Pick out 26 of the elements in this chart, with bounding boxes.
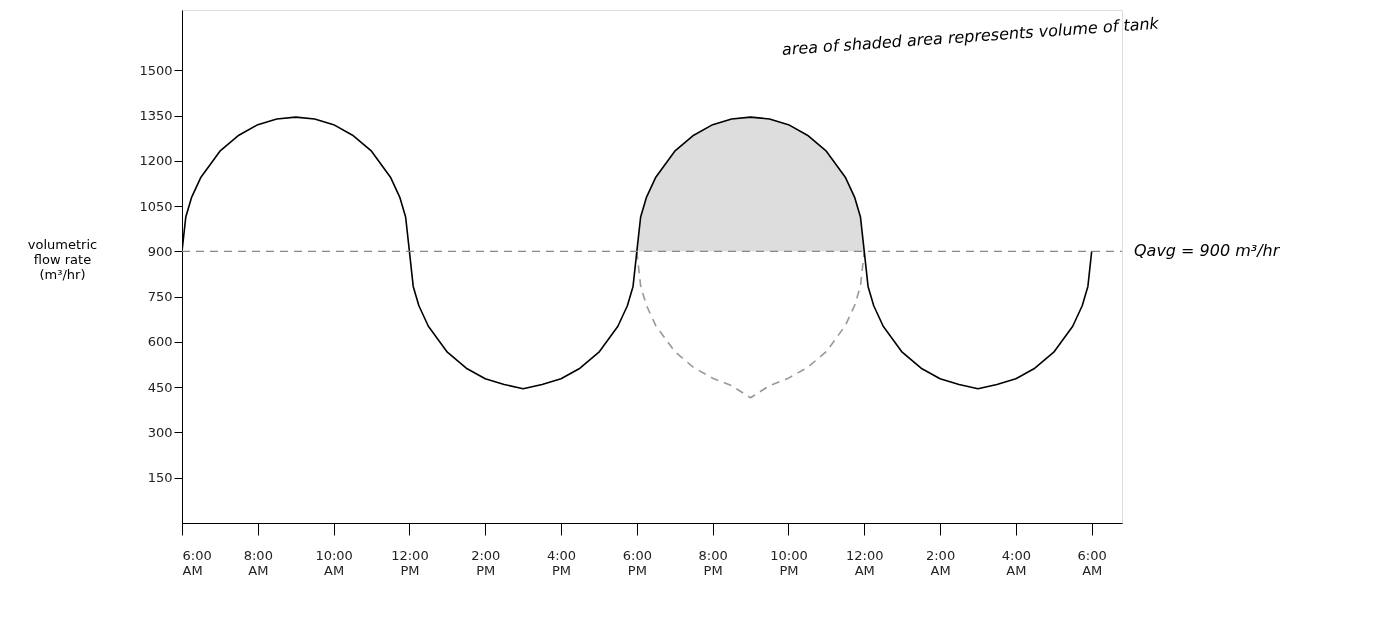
y-tick-label: 1050 — [139, 198, 173, 214]
y-axis-title: volumetric flow rate (m³/hr) — [27, 236, 98, 282]
x-tick-label: 6:00 PM — [622, 547, 652, 578]
y-tick-label: 1200 — [139, 153, 173, 169]
y-tick-label: 750 — [147, 289, 173, 305]
y-tick-label: 1350 — [139, 108, 173, 124]
x-tick-label: 2:00 AM — [925, 547, 956, 578]
ref-line-label: Qavg = 900 m³/hr — [1134, 241, 1281, 261]
x-tick-label: 4:00 PM — [546, 547, 577, 578]
x-tick-label: 4:00 AM — [1001, 547, 1031, 578]
x-tick-label: 6:00 AM — [1077, 547, 1107, 578]
y-tick-label: 900 — [147, 243, 173, 259]
annotation: area of shaded area represents volume of tank — [781, 13, 1161, 59]
y-tick-label: 1500 — [139, 62, 173, 78]
x-tick-label: 10:00 AM — [315, 547, 353, 578]
x-tick-label: 12:00 PM — [391, 547, 429, 578]
x-tick-label: 8:00 AM — [243, 547, 273, 578]
y-tick-label: 450 — [147, 379, 173, 395]
x-tick-label: 6:00 AM — [182, 547, 212, 578]
y-tick-label: 600 — [147, 334, 173, 350]
x-tick-label: 10:00 PM — [770, 547, 808, 578]
x-tick-label: 2:00 PM — [471, 547, 501, 578]
x-tick-label: 12:00 AM — [846, 547, 884, 578]
x-tick-label: 8:00 PM — [698, 547, 728, 578]
y-tick-label: 300 — [147, 424, 173, 440]
y-tick-label: 150 — [147, 470, 173, 486]
